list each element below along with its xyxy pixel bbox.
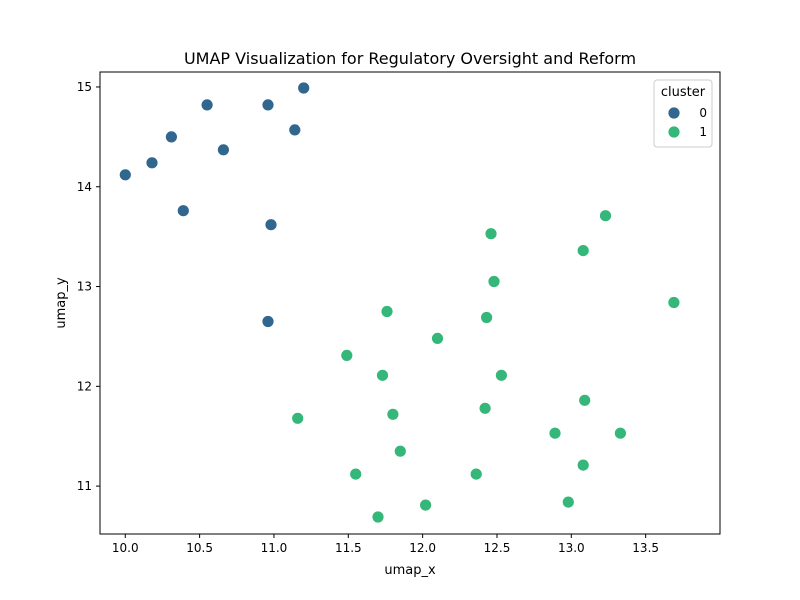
x-axis-label: umap_x [384,563,436,578]
chart-title: UMAP Visualization for Regulatory Oversi… [184,49,636,68]
point-cluster-1-0 [599,209,612,223]
point-cluster-1-1 [484,227,498,241]
point-cluster-1-16 [614,426,627,440]
y-tick-label-0: 11 [77,479,92,493]
legend-marker-cluster-1 [667,125,681,139]
point-cluster-0-4 [164,130,178,144]
y-axis-label: umap_y [54,277,69,329]
point-cluster-1-19 [349,467,363,481]
x-tick-label-3: 11.5 [335,541,362,555]
point-cluster-1-10 [494,368,508,382]
legend-label-cluster-0: 0 [699,106,707,120]
x-tick-label-2: 11.0 [261,541,288,555]
legend-marker-cluster-0 [667,106,681,120]
point-cluster-1-4 [667,296,681,309]
point-cluster-1-23 [371,510,385,524]
legend-label-cluster-1: 1 [699,125,707,139]
legend: cluster 0 1 [653,79,713,148]
x-tick-label-6: 13.0 [558,541,585,555]
point-cluster-1-13 [386,407,400,421]
y-axis-ticks: 11 12 13 14 15 [77,80,100,493]
plot-frame [99,71,721,535]
point-cluster-1-8 [340,348,354,362]
point-cluster-1-3 [487,275,501,288]
y-tick-label-1: 12 [77,379,92,393]
point-cluster-1-14 [291,411,305,425]
x-tick-label-1: 10.5 [186,541,213,555]
point-cluster-0-6 [145,156,159,170]
point-cluster-1-7 [431,331,444,345]
x-tick-label-7: 13.5 [632,541,659,555]
point-cluster-0-0 [297,81,311,95]
point-cluster-0-5 [216,143,230,157]
x-tick-label-5: 12.5 [484,541,511,555]
x-tick-label-0: 10.0 [112,541,139,555]
point-cluster-0-3 [288,123,302,137]
point-cluster-0-8 [176,204,190,218]
legend-title: cluster [661,85,706,100]
point-cluster-0-2 [261,98,275,112]
point-cluster-1-6 [480,311,494,324]
points-layer [118,81,681,524]
point-cluster-1-21 [561,495,575,509]
point-cluster-0-9 [264,218,278,232]
x-tick-label-4: 12.0 [409,541,436,555]
point-cluster-1-17 [393,444,407,458]
point-cluster-1-2 [576,244,590,258]
point-cluster-1-12 [478,401,492,415]
point-cluster-0-1 [200,98,214,112]
point-cluster-0-7 [118,168,132,182]
point-cluster-1-5 [380,305,394,318]
point-cluster-1-20 [469,467,483,481]
point-cluster-1-9 [376,368,389,382]
x-axis-ticks: 10.0 10.5 11.0 11.5 12.0 12.5 13.0 13.5 [112,534,659,555]
point-cluster-1-11 [578,393,592,407]
y-tick-label-3: 14 [77,180,92,194]
point-cluster-1-22 [419,498,433,512]
y-tick-label-2: 13 [77,280,92,294]
point-cluster-0-10 [261,315,275,328]
point-cluster-1-15 [548,426,562,440]
point-cluster-1-18 [576,458,590,472]
y-tick-label-4: 15 [77,80,92,94]
